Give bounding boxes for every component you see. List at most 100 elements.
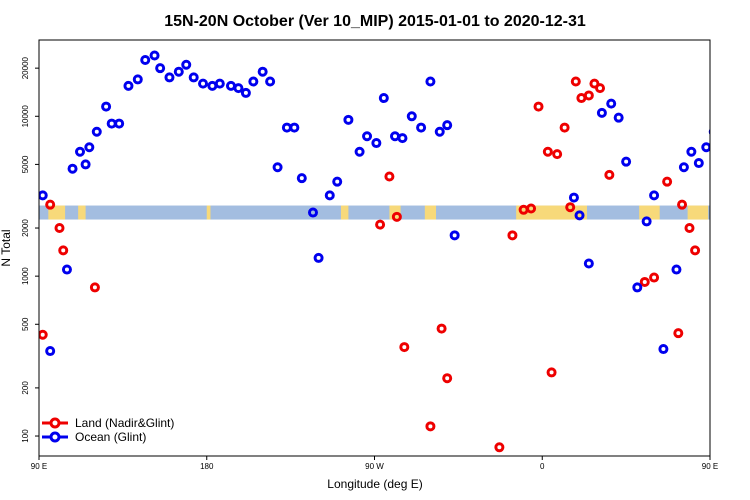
ocean-point: [390, 131, 401, 142]
land-point: [494, 442, 505, 453]
land-segment: [687, 205, 709, 220]
x-tick-label: 180: [200, 462, 214, 471]
ocean-point: [106, 118, 117, 129]
legend-item-ocean: Ocean (Glint): [42, 430, 146, 444]
ocean-point: [140, 54, 151, 65]
ocean-point: [362, 131, 373, 142]
x-tick-label: 90 W: [365, 462, 384, 471]
ocean-point: [289, 122, 300, 133]
ocean-point: [173, 66, 184, 77]
ocean-point: [272, 162, 283, 173]
ocean-point: [132, 74, 143, 85]
ocean-point: [606, 98, 617, 109]
y-tick-label: 1000: [21, 267, 30, 285]
land-point: [570, 76, 581, 87]
ocean-point: [727, 120, 734, 127]
ocean-point: [313, 252, 324, 263]
ocean-point: [188, 72, 199, 83]
ocean-point: [324, 190, 335, 201]
ocean-point: [649, 190, 660, 201]
plot-area: [39, 50, 750, 453]
ocean-point: [84, 142, 95, 153]
ocean-point: [574, 210, 585, 221]
land-point: [507, 230, 518, 241]
ocean-point: [632, 282, 643, 293]
ocean-point: [39, 190, 48, 201]
y-tick-label: 2000: [21, 219, 30, 237]
ocean-point: [149, 50, 160, 61]
ocean-point: [701, 142, 710, 153]
land-point: [583, 90, 594, 101]
land-point: [649, 272, 660, 283]
legend-marker: [49, 417, 61, 429]
ocean-point: [354, 146, 365, 157]
legend-label: Land (Nadir&Glint): [75, 416, 174, 430]
ocean-point: [734, 120, 741, 127]
ocean-point: [406, 111, 417, 122]
land-segment: [78, 205, 86, 220]
ocean-point: [248, 76, 259, 87]
legend-item-land: Land (Nadir&Glint): [42, 416, 174, 430]
land-point: [425, 421, 436, 432]
ocean-point: [641, 216, 652, 227]
ocean-point: [613, 112, 624, 123]
ocean-band: [39, 205, 710, 220]
ocean-point: [442, 120, 453, 131]
ocean-point: [434, 126, 445, 137]
x-axis: 90 E 180 90 W 0 90 E: [31, 456, 718, 471]
ocean-point: [371, 138, 382, 149]
ocean-point: [155, 63, 166, 74]
ocean-point: [240, 87, 251, 98]
ocean-point: [596, 107, 607, 118]
land-point: [391, 211, 402, 222]
ocean-point: [265, 76, 276, 87]
y-tick-label: 200: [21, 381, 30, 395]
data-points: [39, 50, 750, 453]
land-point: [533, 101, 544, 112]
ocean-point: [425, 76, 436, 87]
land-point: [565, 202, 576, 213]
ocean-point: [568, 192, 579, 203]
ocean-point: [207, 80, 218, 91]
legend-label: Ocean (Glint): [75, 430, 146, 444]
land-point: [639, 276, 650, 287]
ocean-point: [671, 264, 682, 275]
land-ocean-band: [39, 205, 710, 220]
legend: Land (Nadir&Glint)Ocean (Glint): [42, 416, 174, 444]
land-point: [39, 329, 48, 340]
land-point: [436, 323, 447, 334]
land-point: [45, 199, 56, 210]
ocean-point: [621, 156, 632, 167]
x-tick-label: 90 E: [702, 462, 718, 471]
ocean-point: [181, 59, 192, 70]
y-tick-label: 500: [21, 317, 30, 331]
ocean-point: [214, 78, 225, 89]
ocean-point: [416, 122, 427, 133]
land-point: [526, 203, 537, 214]
ocean-point: [225, 80, 236, 91]
ocean-point: [67, 163, 78, 174]
ocean-point: [61, 264, 72, 275]
ocean-point: [164, 72, 175, 83]
ocean-point: [744, 82, 750, 89]
land-point: [442, 373, 453, 384]
land-point: [720, 284, 727, 291]
ocean-point: [233, 83, 244, 94]
land-point: [552, 149, 563, 160]
land-point: [89, 282, 100, 293]
land-segment: [424, 205, 437, 220]
land-point: [662, 176, 673, 187]
land-point: [542, 146, 553, 157]
x-tick-label: 90 E: [31, 462, 47, 471]
y-tick-label: 20000: [21, 56, 30, 79]
land-point: [54, 223, 65, 234]
land-segment: [639, 205, 660, 220]
ocean-point: [720, 103, 727, 110]
land-point: [595, 83, 606, 94]
ocean-point: [343, 114, 354, 125]
land-point: [384, 171, 395, 182]
ocean-point: [678, 162, 689, 173]
land-point: [576, 93, 587, 104]
ocean-point: [583, 258, 594, 269]
